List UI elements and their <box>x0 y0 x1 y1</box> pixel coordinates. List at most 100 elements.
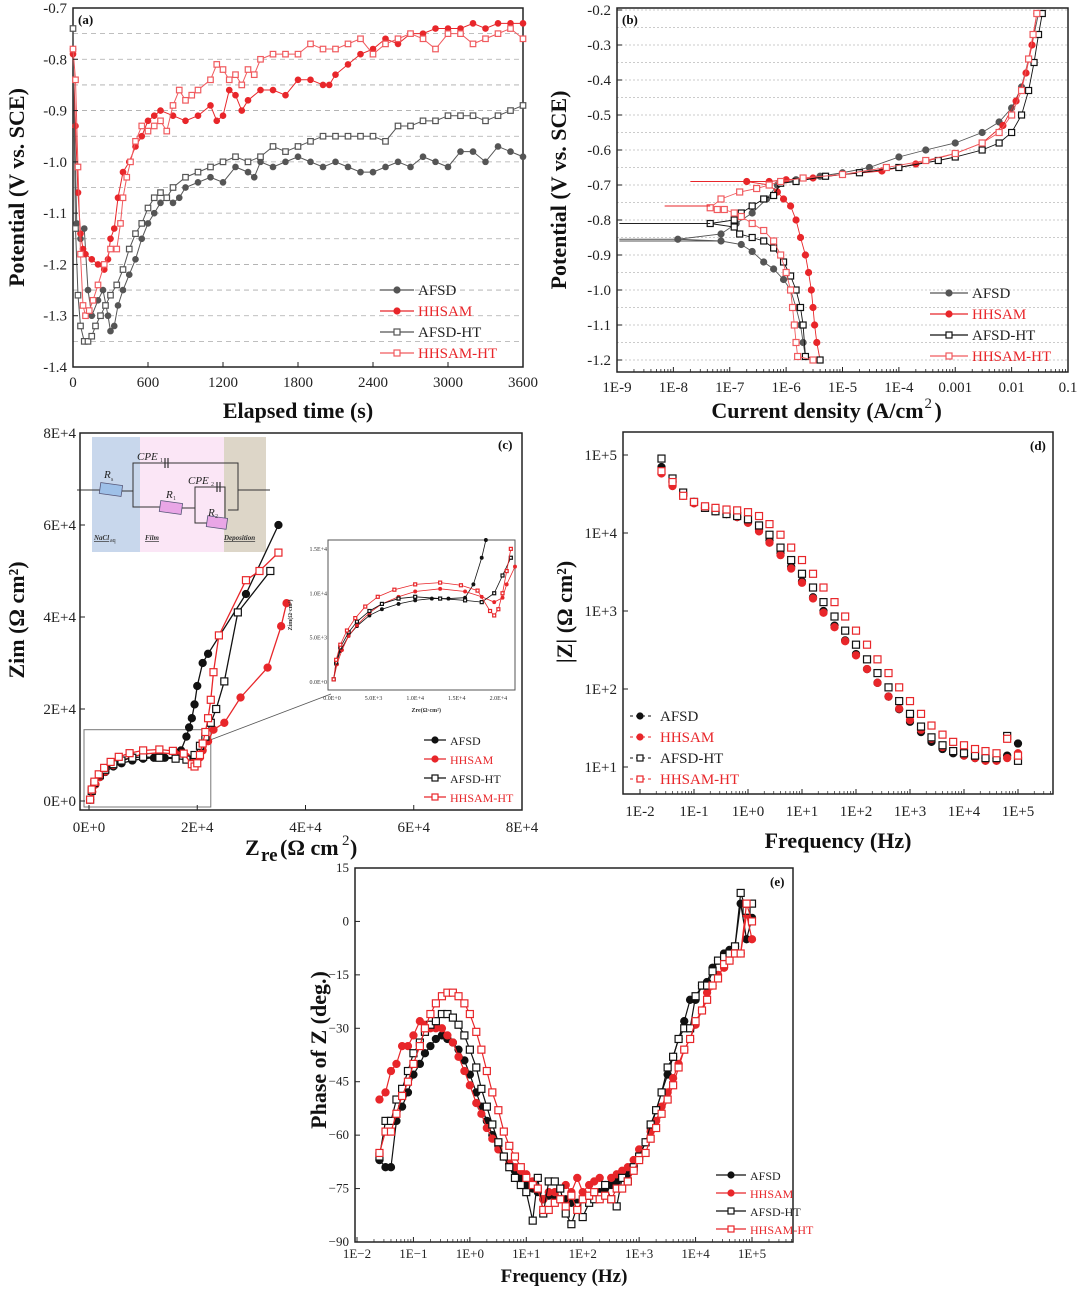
data-point <box>132 255 139 263</box>
data-point <box>201 727 210 737</box>
data-point <box>369 168 377 176</box>
x-tick-label: 2E+4 <box>181 820 214 836</box>
legend-label: HHSAM <box>750 1187 794 1201</box>
data-point <box>403 1077 413 1086</box>
y-tick-label: -0.5 <box>587 108 611 124</box>
data-point <box>431 999 440 1008</box>
data-point <box>507 148 514 155</box>
data-point <box>978 146 986 154</box>
legend-item: HHSAM <box>630 730 714 746</box>
data-point <box>730 942 740 951</box>
data-point <box>187 714 196 723</box>
data-point <box>119 266 127 273</box>
data-point <box>94 261 102 268</box>
legend-label: HHSAM <box>972 307 1026 323</box>
series-afsd-ht <box>69 25 527 345</box>
legend-item: HHSAM <box>716 1187 794 1201</box>
data-point <box>225 86 233 94</box>
legend-label: AFSD <box>418 283 457 299</box>
data-point <box>730 209 738 217</box>
data-point <box>799 338 807 347</box>
y-tick-label: -0.7 <box>43 1 67 17</box>
data-point <box>150 122 158 130</box>
data-point <box>319 163 327 171</box>
legend-marker <box>727 1171 735 1179</box>
data-point <box>819 598 828 607</box>
legend-item: AFSD <box>380 283 457 299</box>
data-point <box>765 520 774 529</box>
data-point <box>747 935 757 944</box>
data-point <box>674 1034 683 1044</box>
data-point <box>830 612 839 621</box>
data-point <box>477 1045 486 1054</box>
data-point <box>119 286 127 294</box>
data-point <box>882 163 890 172</box>
data-point <box>760 195 768 203</box>
data-point <box>657 1109 666 1118</box>
data-point <box>394 158 402 166</box>
y-axis-label: |Z| (Ω cm²) <box>552 561 577 663</box>
legend-label: AFSD-HT <box>450 772 501 786</box>
data-point <box>641 1148 650 1158</box>
data-point <box>171 754 180 763</box>
label-nacl-sub: aq <box>110 538 116 544</box>
y-tick-label: -1.1 <box>587 318 611 334</box>
wire <box>194 508 207 524</box>
data-point <box>307 40 314 48</box>
data-point <box>895 683 904 692</box>
data-point <box>663 1095 672 1104</box>
data-point <box>407 30 414 37</box>
data-point <box>123 173 131 181</box>
data-point <box>487 608 493 614</box>
data-point <box>357 132 364 140</box>
data-point <box>344 163 352 171</box>
x-axis-label-unit: (Ω cm <box>280 835 339 860</box>
data-point <box>90 777 99 786</box>
series-line <box>378 892 753 1226</box>
data-point <box>1017 111 1026 119</box>
data-point <box>354 619 360 624</box>
x-axis-label: Frequency (Hz) <box>765 828 912 853</box>
data-point <box>104 312 112 320</box>
data-point <box>717 230 725 238</box>
data-point <box>379 601 385 607</box>
data-point <box>463 589 468 594</box>
x-tick-label: 1E+3 <box>894 804 927 820</box>
legend: AFSD HHSAM AFSD-HT HHSAM-HT <box>630 709 739 788</box>
y-tick-label: -0.6 <box>587 143 611 159</box>
data-point <box>862 655 872 664</box>
data-point <box>873 678 882 687</box>
data-point <box>117 220 124 227</box>
data-point <box>689 497 699 507</box>
data-point <box>74 189 82 196</box>
data-point <box>419 153 427 161</box>
x-tick-label: 0.01 <box>999 380 1025 396</box>
data-point <box>505 1141 514 1150</box>
data-point <box>533 1184 542 1193</box>
data-point <box>460 1031 469 1040</box>
data-point <box>419 117 427 125</box>
data-point <box>686 1034 695 1044</box>
data-point <box>680 1017 689 1026</box>
data-point <box>488 1088 497 1097</box>
data-point <box>363 604 368 609</box>
data-point <box>884 683 893 692</box>
data-point <box>561 1202 570 1211</box>
data-point <box>797 569 807 578</box>
series-line <box>378 914 753 1201</box>
x-tick-label: 1E+1 <box>786 804 819 820</box>
x-axis-label-end: ) <box>350 835 357 860</box>
data-point <box>190 700 199 709</box>
data-point <box>507 25 514 32</box>
data-point <box>790 321 798 329</box>
panel-label: (e) <box>770 874 784 889</box>
data-point <box>482 1102 491 1111</box>
data-point <box>748 247 756 256</box>
y-tick-label: −15 <box>329 967 349 982</box>
data-point <box>367 608 372 614</box>
data-point <box>195 750 205 760</box>
data-point <box>779 275 788 284</box>
data-point <box>742 899 751 908</box>
data-point <box>244 66 252 73</box>
data-point <box>708 967 717 976</box>
